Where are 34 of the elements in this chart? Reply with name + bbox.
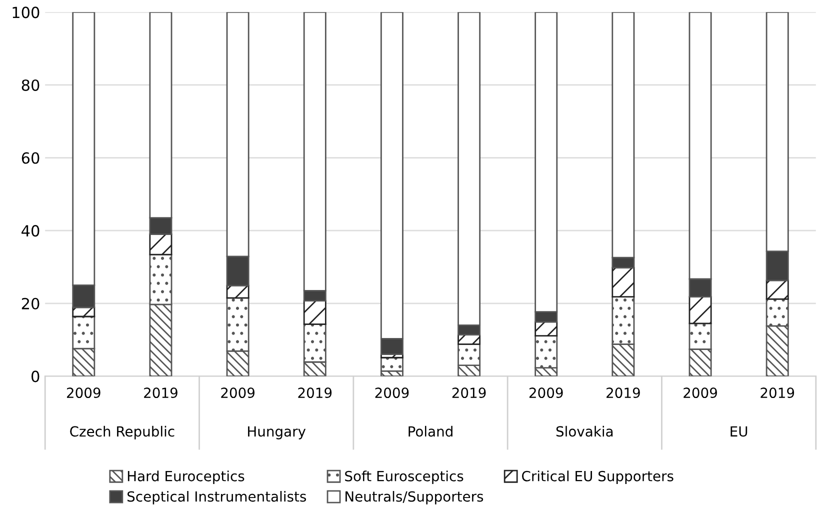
text: Czech Republic [70,426,174,440]
x-tick-label: 2009 [221,388,254,398]
x-tick-label: 2009 [66,388,100,398]
bar [766,280,789,300]
text: EU [730,426,748,437]
legend-label: Soft Eurosceptics [345,470,464,484]
legend-label: Sceptical Instrumentalists [128,490,306,504]
x-tick-label: 2009 [529,388,563,398]
x-tick-label: 2009 [684,388,717,398]
bar [612,267,635,298]
legend-label: Neutrals/Supporters [346,490,484,504]
y-tick-label: 20 [22,298,40,310]
x-tick-label: 2009 [375,388,409,398]
legend-label: Hard Euroceptics [128,470,244,484]
bar [380,356,404,372]
text: Hungary [248,426,306,440]
bar [534,321,558,336]
text: Slovakia [556,426,613,437]
y-tick-label: 0 [32,370,40,382]
y-tick-label: 60 [22,152,40,164]
x-tick-label: 2019 [760,388,794,398]
bar [226,284,250,299]
x-tick-label: 2019 [452,388,486,398]
bar [688,296,712,324]
y-tick-label: 40 [22,225,40,237]
y-tick-label: 100 [12,6,40,18]
x-tick-label: 2019 [298,388,332,398]
x-tick-label: 2019 [144,388,178,398]
y-tick-label: 80 [22,79,40,91]
bar [149,234,172,256]
x-tick-label: 2019 [606,388,640,398]
legend-label: Critical EU Supporters [522,470,674,484]
bar [303,300,326,325]
text: Poland [408,426,452,437]
